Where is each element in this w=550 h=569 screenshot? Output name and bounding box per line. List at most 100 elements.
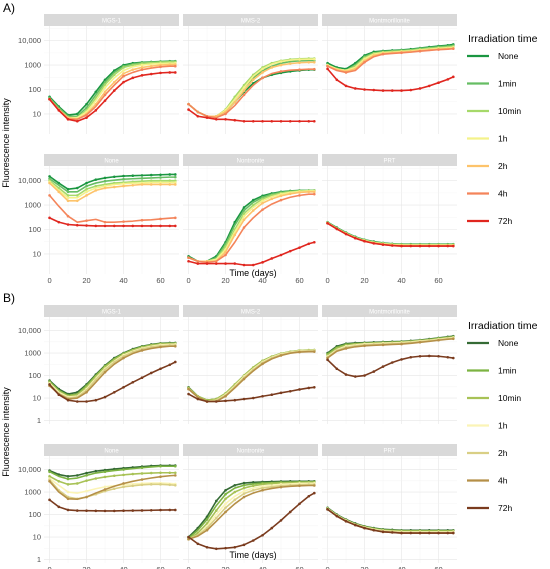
data-point — [140, 483, 144, 487]
legend-label: 2h — [498, 448, 508, 458]
data-point — [122, 182, 125, 186]
legend-label: 72h — [498, 503, 512, 513]
facet-label: PRT — [384, 449, 396, 455]
data-point — [326, 358, 329, 362]
data-point — [224, 399, 227, 403]
x-tick-label: 40 — [119, 565, 127, 569]
data-point — [452, 47, 455, 50]
data-point — [131, 484, 135, 488]
data-point — [242, 93, 246, 97]
data-point — [174, 64, 177, 68]
data-point — [66, 497, 70, 501]
data-point — [409, 531, 413, 535]
data-point — [205, 262, 209, 265]
data-point — [131, 472, 135, 476]
data-point — [57, 505, 61, 509]
data-point — [390, 361, 394, 364]
data-point — [353, 236, 357, 240]
data-point — [140, 376, 144, 380]
data-point — [140, 63, 144, 67]
x-tick-label: 20 — [82, 565, 90, 569]
data-point — [140, 466, 144, 470]
data-point — [298, 68, 301, 71]
data-point — [94, 469, 98, 473]
data-point — [159, 464, 162, 468]
data-point — [446, 355, 450, 359]
data-point — [418, 87, 422, 90]
data-point — [242, 214, 246, 218]
y-tick-label: 10,000 — [18, 465, 41, 474]
data-point — [196, 397, 200, 401]
legend-label: 2h — [498, 161, 508, 171]
data-point — [270, 526, 274, 530]
data-point — [326, 356, 329, 360]
data-point — [242, 543, 246, 547]
legend-title: Irradiation time — [468, 320, 538, 332]
data-point — [242, 209, 246, 212]
data-point — [288, 249, 292, 253]
data-point — [326, 221, 329, 225]
data-point — [233, 100, 237, 104]
data-point — [261, 486, 264, 490]
data-point — [233, 545, 237, 549]
data-point — [112, 175, 116, 179]
data-point — [400, 89, 403, 92]
data-point — [103, 83, 107, 86]
data-point — [242, 486, 246, 490]
data-point — [85, 479, 88, 482]
data-point — [94, 509, 98, 513]
x-tick-label: 0 — [47, 565, 51, 569]
data-point — [112, 509, 116, 513]
data-point — [205, 528, 209, 532]
data-point — [372, 242, 376, 245]
data-point — [409, 355, 413, 359]
data-point — [85, 187, 88, 191]
y-tick-label: 100 — [28, 510, 41, 519]
data-point — [159, 471, 162, 475]
data-point — [48, 177, 51, 181]
data-point — [437, 531, 440, 535]
data-point — [261, 362, 264, 366]
data-point — [140, 74, 144, 77]
data-point — [313, 67, 316, 71]
data-point — [400, 358, 403, 361]
data-point — [437, 354, 440, 358]
facet-panel: Montmorillonite — [322, 305, 457, 424]
data-point — [261, 71, 264, 74]
data-point — [446, 531, 450, 535]
data-point — [66, 187, 70, 191]
x-tick-label: 20 — [221, 276, 229, 285]
data-point — [159, 224, 162, 228]
data-point — [149, 371, 153, 375]
data-point — [298, 191, 301, 194]
data-point — [168, 483, 172, 487]
data-point — [437, 81, 440, 84]
data-point — [168, 183, 172, 186]
data-point — [140, 174, 144, 177]
data-point — [122, 220, 125, 223]
y-tick-label: 1 — [37, 416, 41, 425]
facet-panel: MMS-2 — [183, 14, 318, 134]
data-point — [140, 509, 144, 512]
data-point — [174, 224, 177, 228]
data-point — [66, 190, 70, 194]
data-point — [224, 112, 227, 116]
data-point — [363, 239, 366, 243]
facet-label: Nontronite — [237, 159, 265, 165]
data-point — [313, 190, 316, 194]
panel-background — [44, 317, 179, 424]
data-point — [57, 109, 61, 112]
data-point — [94, 189, 98, 192]
data-point — [427, 531, 431, 535]
facet-strip — [44, 444, 179, 456]
data-point — [452, 337, 455, 341]
data-point — [270, 197, 274, 201]
data-point — [57, 186, 61, 190]
data-point — [452, 356, 455, 360]
data-point — [242, 218, 246, 222]
data-point — [279, 519, 283, 522]
data-point — [140, 349, 144, 352]
data-point — [313, 57, 316, 61]
facet-strip — [322, 444, 457, 456]
data-point — [85, 471, 88, 475]
